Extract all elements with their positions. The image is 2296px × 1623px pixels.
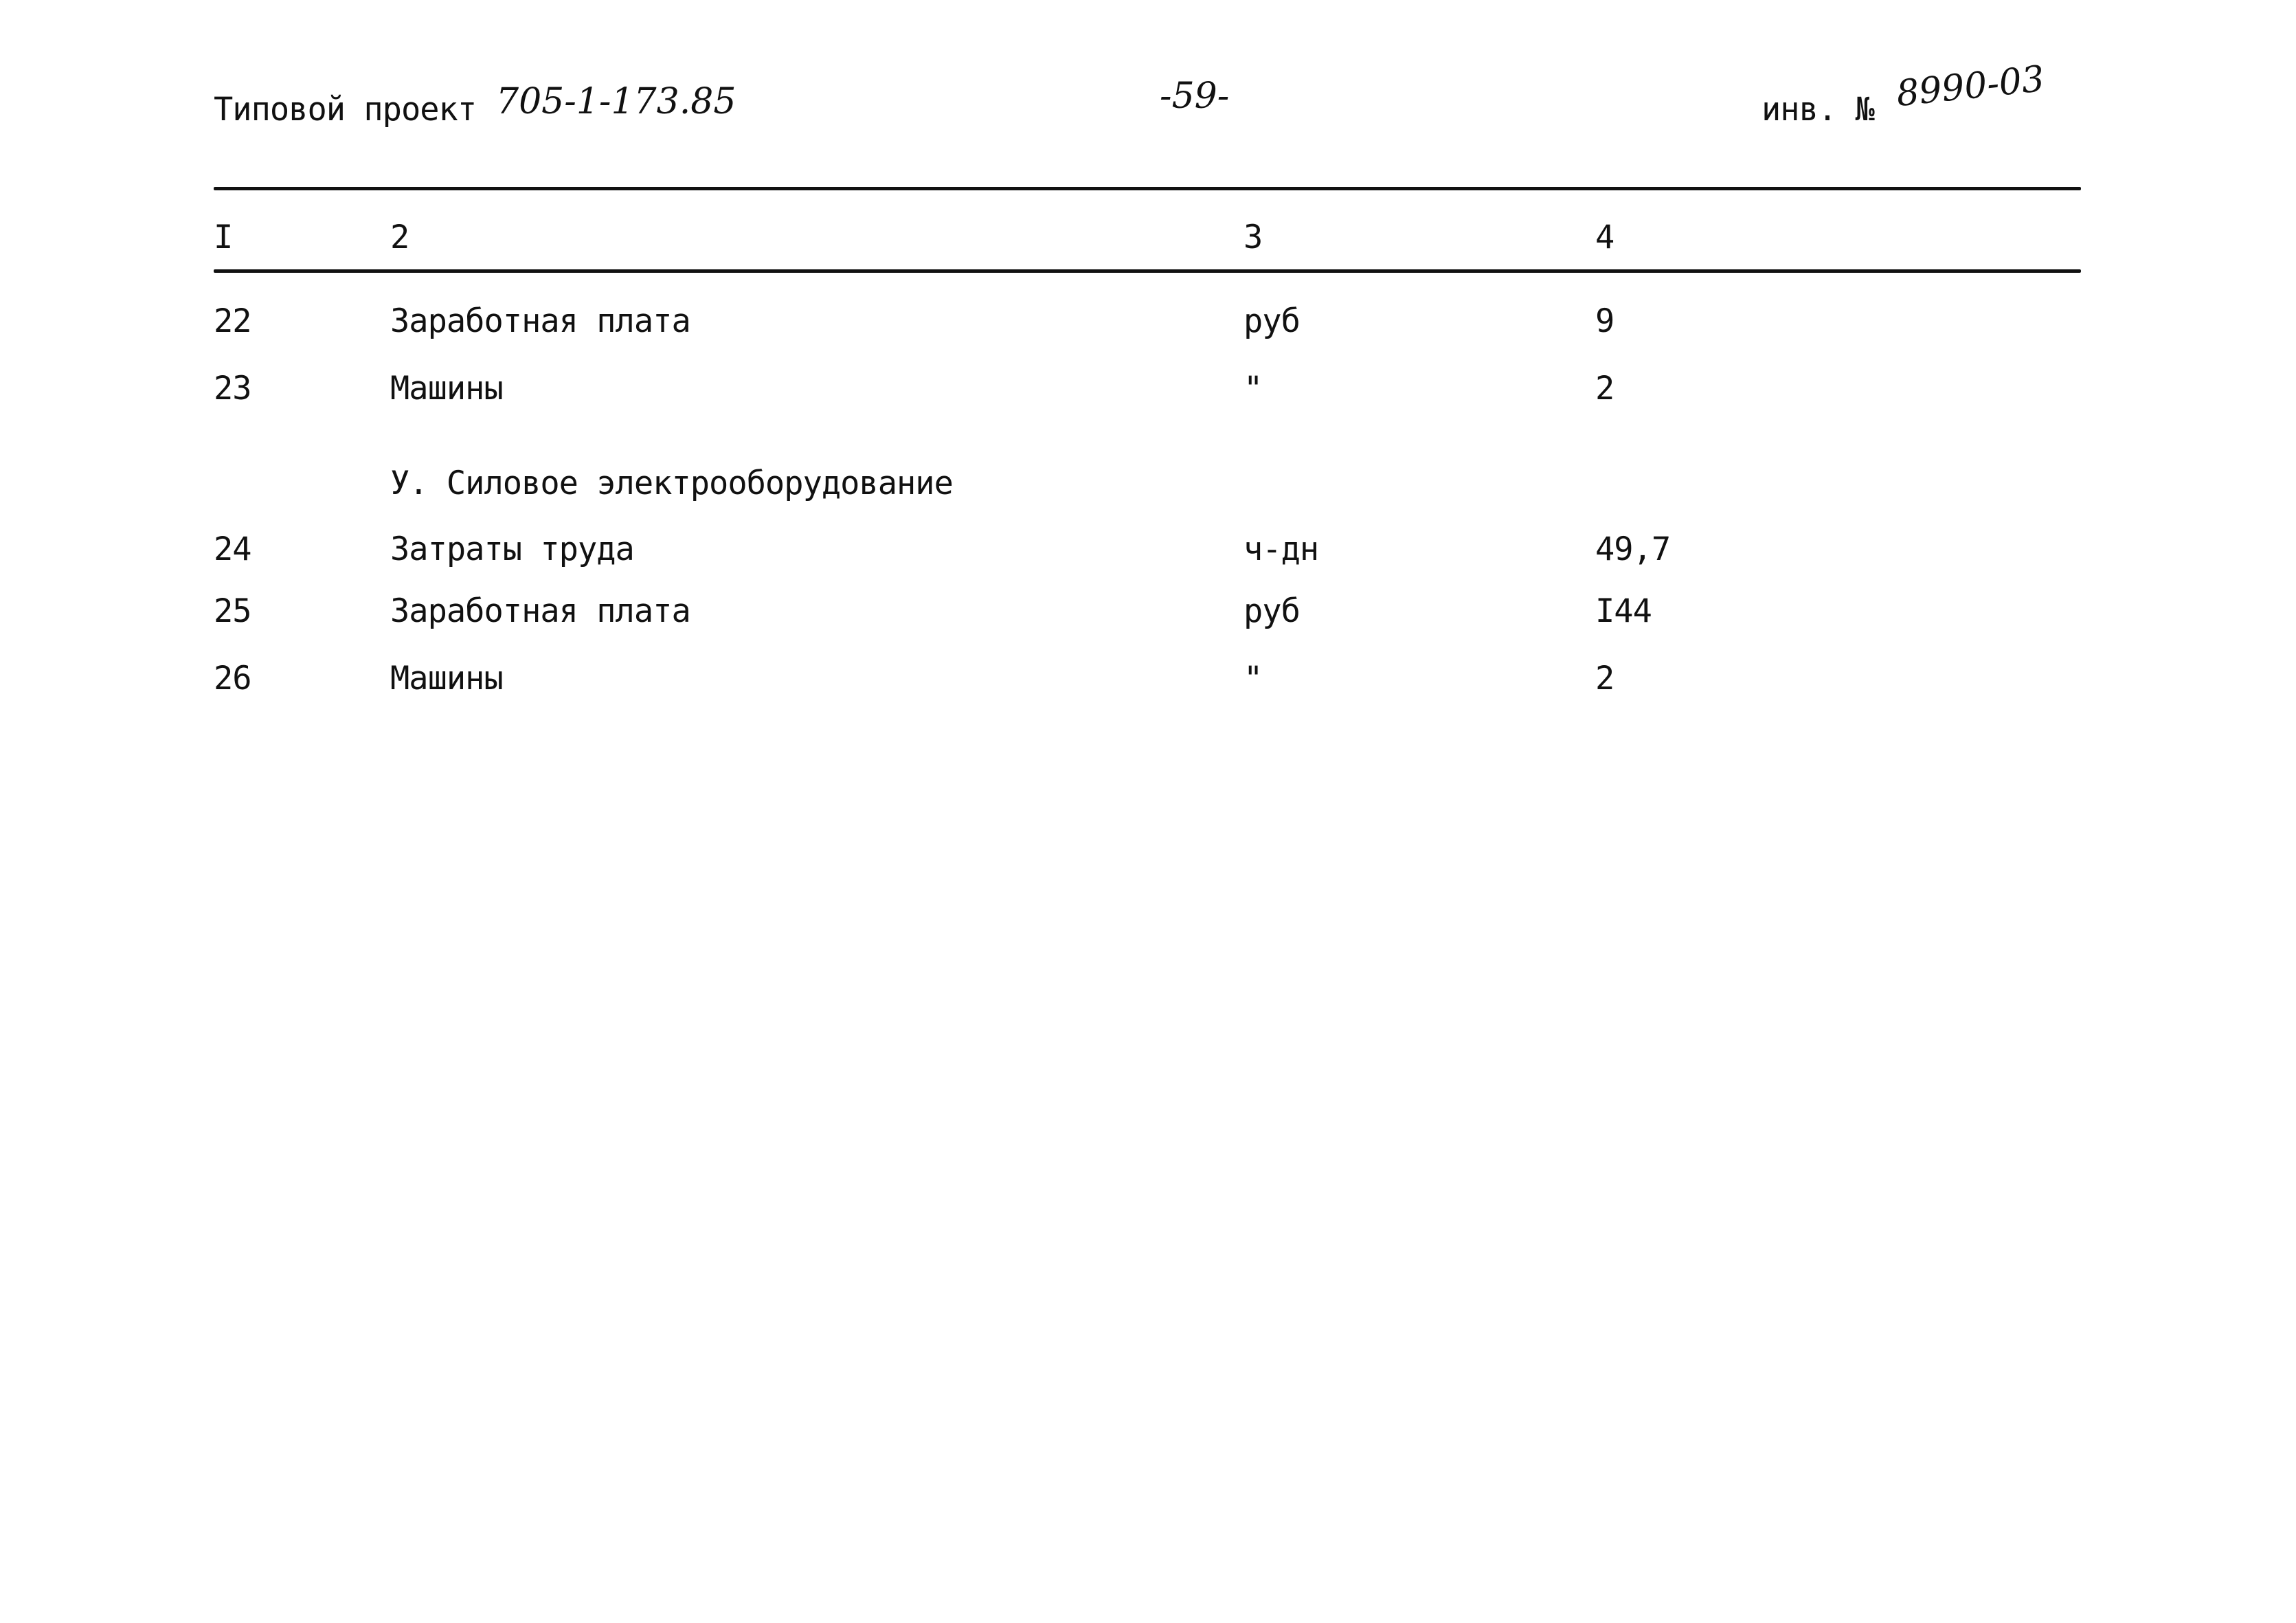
row-value: 49,7 <box>1595 530 1671 568</box>
column-header-4: 4 <box>1595 219 1614 256</box>
column-header-3: 3 <box>1243 219 1263 256</box>
table-row: 24 Затраты труда ч-дн 49,7 <box>0 533 2296 574</box>
row-value: 2 <box>1595 660 1614 697</box>
table-header-rule <box>214 269 2081 273</box>
row-value: 2 <box>1595 370 1614 407</box>
row-unit: " <box>1243 660 1263 697</box>
row-unit: ч-дн <box>1243 530 1319 568</box>
inventory-label: инв. № <box>1762 91 1875 128</box>
row-number: 25 <box>214 592 252 630</box>
table-row: 22 Заработная плата руб 9 <box>0 305 2296 346</box>
project-number: 705-1-173.85 <box>496 81 736 122</box>
section-heading-row: У. Силовое электрооборудование <box>0 467 2296 508</box>
row-value: I44 <box>1595 592 1652 630</box>
table-header-row: I 2 3 4 <box>0 221 2296 262</box>
row-number: 26 <box>214 660 252 697</box>
row-name: Машины <box>390 660 504 697</box>
project-label: Типовой проект <box>214 91 477 128</box>
column-header-1: I <box>214 219 233 256</box>
row-unit: руб <box>1243 302 1301 340</box>
row-name: Машины <box>390 370 504 407</box>
row-unit: руб <box>1243 592 1301 630</box>
table-row: 23 Машины " 2 <box>0 372 2296 414</box>
table-top-rule <box>214 187 2081 190</box>
row-unit: " <box>1243 370 1263 407</box>
row-name: Затраты труда <box>390 530 635 568</box>
table-row: 26 Машины " 2 <box>0 662 2296 704</box>
row-number: 22 <box>214 302 252 340</box>
section-heading: У. Силовое электрооборудование <box>390 464 954 502</box>
row-value: 9 <box>1595 302 1614 340</box>
page-number: -59- <box>1160 76 1230 117</box>
inventory-number: 8990-03 <box>1894 58 2047 115</box>
table-row: 25 Заработная плата руб I44 <box>0 595 2296 636</box>
row-number: 24 <box>214 530 252 568</box>
column-header-2: 2 <box>390 219 409 256</box>
row-number: 23 <box>214 370 252 407</box>
row-name: Заработная плата <box>390 592 691 630</box>
row-name: Заработная плата <box>390 302 691 340</box>
